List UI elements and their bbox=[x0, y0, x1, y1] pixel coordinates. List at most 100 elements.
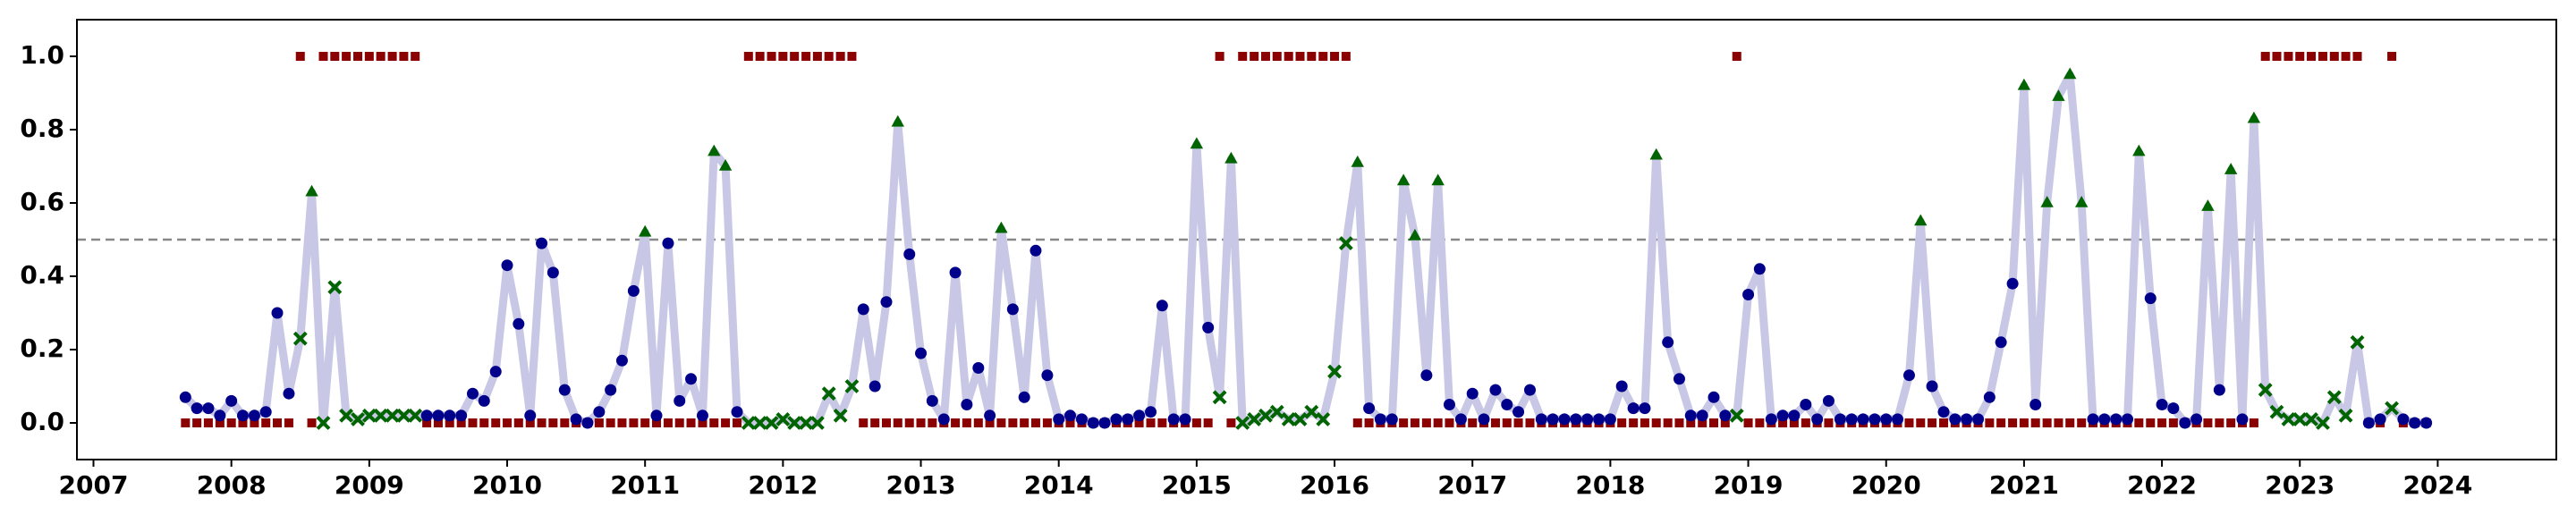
circle-marker bbox=[2213, 384, 2225, 396]
triangle-marker bbox=[1224, 151, 1238, 164]
circle-marker bbox=[236, 409, 249, 422]
regime-marker bbox=[755, 52, 765, 61]
regime-marker bbox=[2065, 418, 2075, 427]
regime-marker bbox=[2054, 418, 2063, 427]
circle-marker bbox=[1707, 391, 1720, 403]
circle-marker bbox=[1443, 399, 1455, 410]
regime-marker bbox=[2295, 52, 2305, 61]
circle-marker bbox=[650, 409, 663, 422]
regime-marker bbox=[226, 418, 236, 427]
y-tick-label: 0.8 bbox=[20, 114, 64, 143]
regime-marker bbox=[1916, 418, 1926, 427]
circle-marker bbox=[2409, 417, 2421, 429]
regime-marker bbox=[2226, 418, 2236, 427]
triangle-marker bbox=[2063, 67, 2077, 80]
cross-marker bbox=[2304, 411, 2318, 426]
y-tick-label: 0.0 bbox=[20, 407, 64, 436]
circle-marker bbox=[1892, 413, 1904, 426]
regime-marker bbox=[629, 418, 639, 427]
circle-marker bbox=[1374, 413, 1386, 426]
regime-marker bbox=[1755, 418, 1765, 427]
regime-marker bbox=[2329, 52, 2339, 61]
circle-marker bbox=[1478, 413, 1490, 426]
circle-marker bbox=[283, 387, 295, 400]
triangle-marker bbox=[891, 114, 904, 127]
circle-marker bbox=[1834, 413, 1846, 426]
circle-marker bbox=[1753, 263, 1766, 275]
regime-marker bbox=[1284, 52, 1293, 61]
cross-marker bbox=[1235, 416, 1250, 430]
circle-marker bbox=[1926, 380, 1938, 393]
regime-marker bbox=[1468, 418, 1478, 427]
circle-marker bbox=[524, 409, 537, 422]
cross-marker bbox=[2281, 411, 2296, 426]
regime-marker bbox=[250, 418, 259, 427]
regime-marker bbox=[433, 418, 443, 427]
regime-marker bbox=[594, 418, 604, 427]
cross-marker bbox=[351, 411, 365, 426]
circle-marker bbox=[432, 409, 445, 422]
circle-marker bbox=[926, 394, 938, 407]
cross-marker bbox=[2258, 383, 2273, 398]
regime-marker bbox=[1525, 418, 1535, 427]
circle-marker bbox=[1696, 409, 1708, 422]
circle-marker bbox=[1513, 406, 1525, 418]
regime-marker bbox=[2341, 52, 2351, 61]
regime-marker bbox=[2387, 52, 2397, 61]
x-tick-label: 2016 bbox=[1300, 470, 1369, 500]
regime-marker bbox=[295, 52, 305, 61]
circle-marker bbox=[1179, 413, 1191, 426]
circle-marker bbox=[1546, 413, 1559, 426]
circle-marker bbox=[1133, 409, 1146, 422]
regime-marker bbox=[686, 418, 696, 427]
circle-marker bbox=[1949, 413, 1962, 426]
circle-marker bbox=[1684, 409, 1697, 422]
cross-marker bbox=[1258, 408, 1273, 423]
regime-marker bbox=[525, 418, 535, 427]
regime-marker bbox=[1410, 418, 1419, 427]
circle-marker bbox=[1501, 399, 1513, 410]
triangle-marker bbox=[1914, 214, 1928, 226]
x-tick-label: 2018 bbox=[1575, 470, 1645, 500]
circle-marker bbox=[2236, 413, 2249, 426]
circle-marker bbox=[674, 394, 686, 407]
regime-marker bbox=[445, 418, 454, 427]
circle-marker bbox=[1053, 413, 1065, 426]
regime-marker bbox=[1743, 418, 1753, 427]
regime-marker bbox=[387, 52, 397, 61]
triangle-marker bbox=[2074, 196, 2089, 207]
cross-marker bbox=[1338, 236, 1353, 251]
regime-marker bbox=[479, 418, 489, 427]
circle-marker bbox=[1110, 413, 1123, 426]
value-line bbox=[182, 71, 2427, 427]
cross-marker bbox=[2292, 411, 2308, 426]
regime-marker bbox=[330, 52, 340, 61]
regime-marker bbox=[273, 418, 283, 427]
y-tick-label: 0.4 bbox=[20, 260, 64, 290]
y-tick-label: 0.2 bbox=[20, 333, 64, 363]
circle-marker bbox=[1811, 413, 1824, 426]
cross-marker bbox=[316, 416, 331, 430]
x-tick-label: 2015 bbox=[1162, 470, 1232, 500]
x-tick-label: 2021 bbox=[1989, 470, 2059, 500]
y-tick-label: 0.6 bbox=[20, 187, 64, 216]
circle-marker bbox=[2397, 413, 2410, 426]
regime-marker bbox=[1996, 418, 2006, 427]
regime-marker bbox=[881, 418, 891, 427]
circle-marker bbox=[466, 387, 479, 400]
triangle-marker bbox=[708, 144, 721, 156]
regime-marker bbox=[456, 418, 466, 427]
circle-marker bbox=[489, 366, 502, 378]
regime-marker bbox=[847, 52, 857, 61]
cross-marker bbox=[2326, 390, 2342, 405]
regime-marker bbox=[1490, 418, 1500, 427]
circle-marker bbox=[558, 384, 571, 396]
triangle-marker bbox=[718, 159, 733, 171]
regime-marker bbox=[1238, 52, 1248, 61]
circle-marker bbox=[1662, 336, 1674, 349]
regime-marker bbox=[916, 418, 926, 427]
triangle-marker bbox=[1396, 173, 1411, 186]
circle-marker bbox=[1615, 380, 1628, 393]
triangle-marker bbox=[2224, 163, 2238, 174]
